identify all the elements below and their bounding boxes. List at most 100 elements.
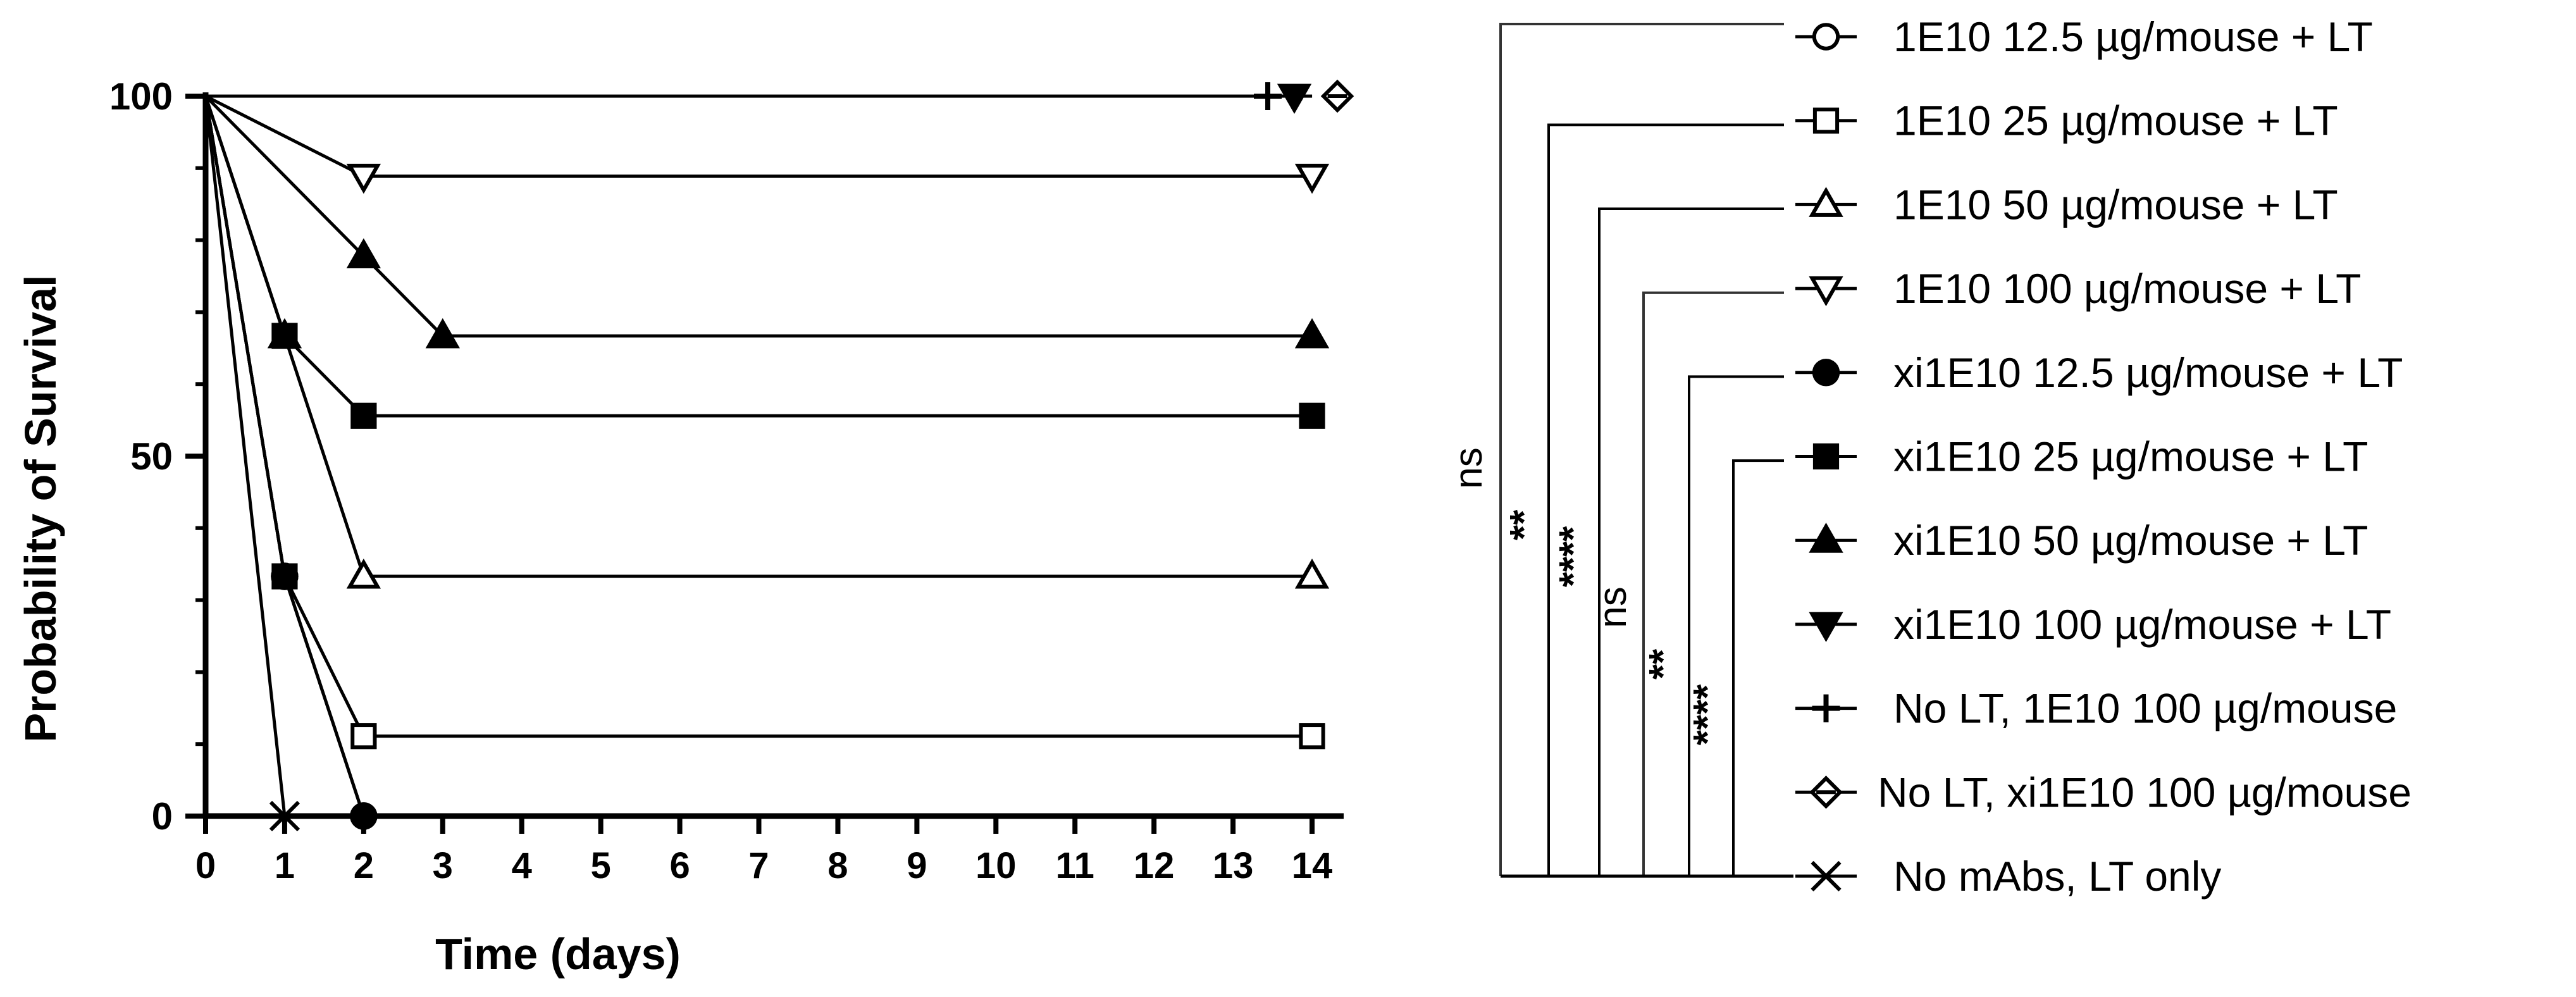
series-6-point-1 (346, 238, 381, 269)
significance-bracket-line-4 (1688, 375, 1784, 876)
x-tick-label-0: 0 (195, 845, 216, 886)
legend-marker-6 (1809, 523, 1843, 553)
y-tick-label-0: 0 (152, 795, 173, 838)
significance-brackets: ns******ns****** (1447, 23, 1793, 878)
plot-lines (204, 94, 1313, 817)
significance-bracket-2: **** (1552, 207, 1784, 876)
series-line-10 (204, 96, 287, 817)
series-5-point-1 (271, 323, 298, 349)
series-10-point-1 (269, 800, 300, 832)
legend-label-6: xi1E10 50 µg/mouse + LT (1893, 517, 2368, 564)
series-6-point-2 (425, 318, 460, 349)
legend-marker-1 (1812, 108, 1840, 134)
legend-marker-5 (1812, 443, 1840, 470)
legend-label-9: No LT, xi1E10 100 µg/mouse (1878, 769, 2412, 815)
significance-label-3: ns (1591, 586, 1635, 628)
series-1-point-2 (350, 723, 377, 750)
x-tick-label-14: 14 (1292, 845, 1333, 886)
significance-bracket-line-3 (1642, 291, 1784, 876)
legend-item-6: xi1E10 50 µg/mouse + LT (1795, 517, 2368, 564)
x-tick-label-13: 13 (1213, 845, 1254, 886)
legend-label-10: No mAbs, LT only (1893, 853, 2221, 900)
legend-label-1: 1E10 25 µg/mouse + LT (1893, 97, 2338, 144)
significance-label-0: ns (1447, 447, 1490, 488)
x-tick-label-12: 12 (1134, 845, 1175, 886)
legend-label-8: No LT, 1E10 100 µg/mouse (1893, 685, 2397, 732)
y-tick-label-100: 100 (109, 75, 173, 118)
legend-item-5: xi1E10 25 µg/mouse + LT (1795, 433, 2368, 480)
legend-marker-7 (1809, 612, 1843, 642)
series-8-point-1 (1254, 82, 1282, 110)
legend-marker-0 (1812, 23, 1840, 51)
significance-label-1: ** (1502, 509, 1546, 540)
legend-label-0: 1E10 12.5 µg/mouse + LT (1893, 13, 2373, 60)
series-2-point-3 (1294, 558, 1330, 589)
legend-item-2: 1E10 50 µg/mouse + LT (1795, 181, 2338, 228)
legend-item-7: xi1E10 100 µg/mouse + LT (1795, 601, 2391, 648)
legend-marker-4 (1812, 359, 1840, 387)
x-tick-label-8: 8 (827, 845, 848, 886)
legend-marker-8 (1812, 694, 1840, 722)
series-1-point-3 (1299, 723, 1325, 750)
y-axis-title: Probability of Survival (16, 275, 65, 742)
significance-bracket-3: ns (1591, 291, 1784, 876)
x-tick-label-10: 10 (975, 845, 1017, 886)
significance-bracket-line-0 (1499, 23, 1784, 876)
legend-marker-3 (1809, 276, 1843, 307)
x-tick-label-11: 11 (1056, 845, 1094, 886)
series-2-point-2 (346, 558, 381, 589)
significance-label-2: **** (1552, 526, 1595, 587)
series-3-point-2 (1294, 163, 1330, 194)
legend: 1E10 12.5 µg/mouse + LT 1E10 25 µg/mouse … (1795, 13, 2412, 900)
significance-bracket-0: ns (1447, 23, 1784, 876)
significance-bracket-line-5 (1732, 459, 1784, 876)
series-5-point-2 (350, 402, 377, 429)
x-tick-label-7: 7 (748, 845, 769, 886)
legend-marker-2 (1809, 187, 1843, 217)
legend-label-7: xi1E10 100 µg/mouse + LT (1893, 601, 2391, 648)
x-tick-label-6: 6 (669, 845, 690, 886)
series-line-4 (204, 96, 366, 817)
y-tick-label-50: 50 (130, 435, 173, 478)
legend-item-3: 1E10 100 µg/mouse + LT (1795, 265, 2361, 312)
legend-label-2: 1E10 50 µg/mouse + LT (1893, 181, 2338, 228)
x-tick-label-9: 9 (907, 845, 927, 886)
series-6-point-3 (1294, 318, 1330, 349)
legend-item-4: xi1E10 12.5 µg/mouse + LT (1795, 349, 2403, 396)
series-3-point-1 (346, 163, 381, 194)
series-4-point-1 (271, 562, 299, 590)
legend-label-3: 1E10 100 µg/mouse + LT (1893, 265, 2361, 312)
x-tick-label-4: 4 (512, 845, 532, 886)
significance-bracket-5: **** (1686, 459, 1784, 876)
legend-item-0: 1E10 12.5 µg/mouse + LT (1795, 13, 2373, 60)
series-4-point-2 (350, 802, 378, 830)
series-line-5 (204, 96, 1313, 418)
series-line-0 (204, 96, 366, 817)
legend-label-4: xi1E10 12.5 µg/mouse + LT (1893, 349, 2403, 396)
legend-item-10: No mAbs, LT only (1795, 853, 2221, 900)
legend-label-5: xi1E10 25 µg/mouse + LT (1893, 433, 2368, 480)
series-7-point-1 (1277, 84, 1312, 115)
x-tick-label-5: 5 (591, 845, 611, 886)
series-5-point-3 (1299, 402, 1325, 429)
significance-bracket-1: ** (1502, 123, 1784, 876)
significance-bracket-4: ** (1642, 375, 1784, 876)
x-tick-label-2: 2 (354, 845, 374, 886)
significance-bracket-line-2 (1598, 207, 1784, 876)
legend-item-8: No LT, 1E10 100 µg/mouse (1795, 685, 2397, 732)
legend-item-9: No LT, xi1E10 100 µg/mouse (1795, 769, 2412, 815)
series-line-6 (204, 95, 1313, 338)
significance-label-5: **** (1686, 684, 1730, 745)
x-tick-label-1: 1 (275, 845, 295, 886)
x-axis-title: Time (days) (435, 929, 681, 979)
x-tick-label-3: 3 (433, 845, 453, 886)
legend-item-1: 1E10 25 µg/mouse + LT (1795, 97, 2338, 144)
significance-bracket-line-1 (1547, 123, 1784, 876)
plot-markers (267, 79, 1354, 832)
legend-marker-9 (1809, 776, 1843, 809)
significance-label-4: ** (1642, 648, 1685, 679)
legend-marker-10 (1811, 860, 1842, 892)
series-9-point-1 (1320, 79, 1354, 113)
